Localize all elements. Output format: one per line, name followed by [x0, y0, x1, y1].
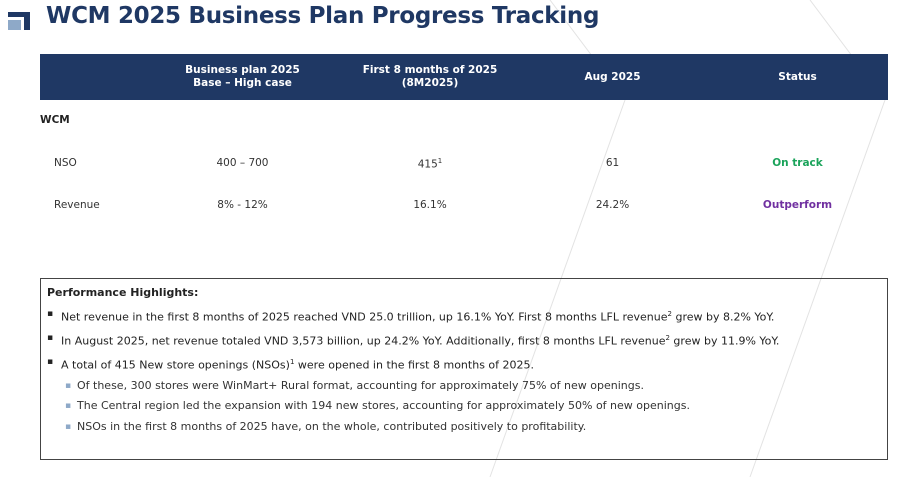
status-badge: Outperform — [762, 199, 833, 211]
page-title: WCM 2025 Business Plan Progress Tracking — [46, 3, 600, 29]
ytd-value: 415 — [417, 158, 438, 171]
sub-list-item: NSOs in the first 8 months of 2025 have,… — [47, 417, 881, 438]
metric: Revenue — [54, 199, 100, 211]
header-plan: Business plan 2025 Base – High case — [185, 64, 300, 89]
logo-icon — [8, 12, 30, 30]
ytd-value: 16.1% — [413, 199, 447, 211]
footnote: 1 — [437, 157, 443, 165]
table-header: Business plan 2025 Base – High case Firs… — [40, 54, 888, 100]
plan-value: 400 – 700 — [216, 157, 269, 169]
aug-value: 61 — [605, 157, 620, 169]
plan-value: 8% - 12% — [217, 199, 268, 211]
highlights-title: Performance Highlights: — [47, 286, 199, 299]
header-aug: Aug 2025 — [584, 70, 641, 83]
list-item: Net revenue in the first 8 months of 202… — [47, 304, 881, 328]
performance-highlights: Performance Highlights: Net revenue in t… — [40, 278, 888, 460]
aug-value: 24.2% — [595, 199, 630, 211]
metric: NSO — [54, 157, 77, 169]
status-badge: On track — [772, 157, 823, 169]
sub-list-item: Of these, 300 stores were WinMart+ Rural… — [47, 376, 881, 397]
sub-list-item: The Central region led the expansion wit… — [47, 396, 881, 417]
list-item: A total of 415 New store openings (NSOs)… — [47, 352, 881, 376]
header-8m: First 8 months of 2025 (8M2025) — [362, 64, 498, 89]
list-item: In August 2025, net revenue totaled VND … — [47, 328, 881, 352]
header-status: Status — [778, 70, 817, 83]
section-label: WCM — [40, 114, 70, 126]
